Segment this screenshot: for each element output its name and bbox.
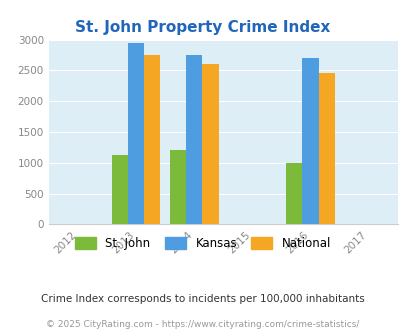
- Text: Crime Index corresponds to incidents per 100,000 inhabitants: Crime Index corresponds to incidents per…: [41, 294, 364, 304]
- Bar: [302, 58, 318, 224]
- Text: © 2025 CityRating.com - https://www.cityrating.com/crime-statistics/: © 2025 CityRating.com - https://www.city…: [46, 320, 359, 329]
- Bar: [286, 163, 302, 224]
- Bar: [111, 155, 128, 224]
- Bar: [128, 43, 144, 224]
- Bar: [169, 150, 185, 224]
- Bar: [318, 73, 334, 224]
- Text: St. John Property Crime Index: St. John Property Crime Index: [75, 20, 330, 35]
- Bar: [202, 64, 218, 224]
- Bar: [144, 55, 160, 224]
- Legend: St. John, Kansas, National: St. John, Kansas, National: [70, 232, 335, 255]
- Bar: [185, 55, 202, 224]
